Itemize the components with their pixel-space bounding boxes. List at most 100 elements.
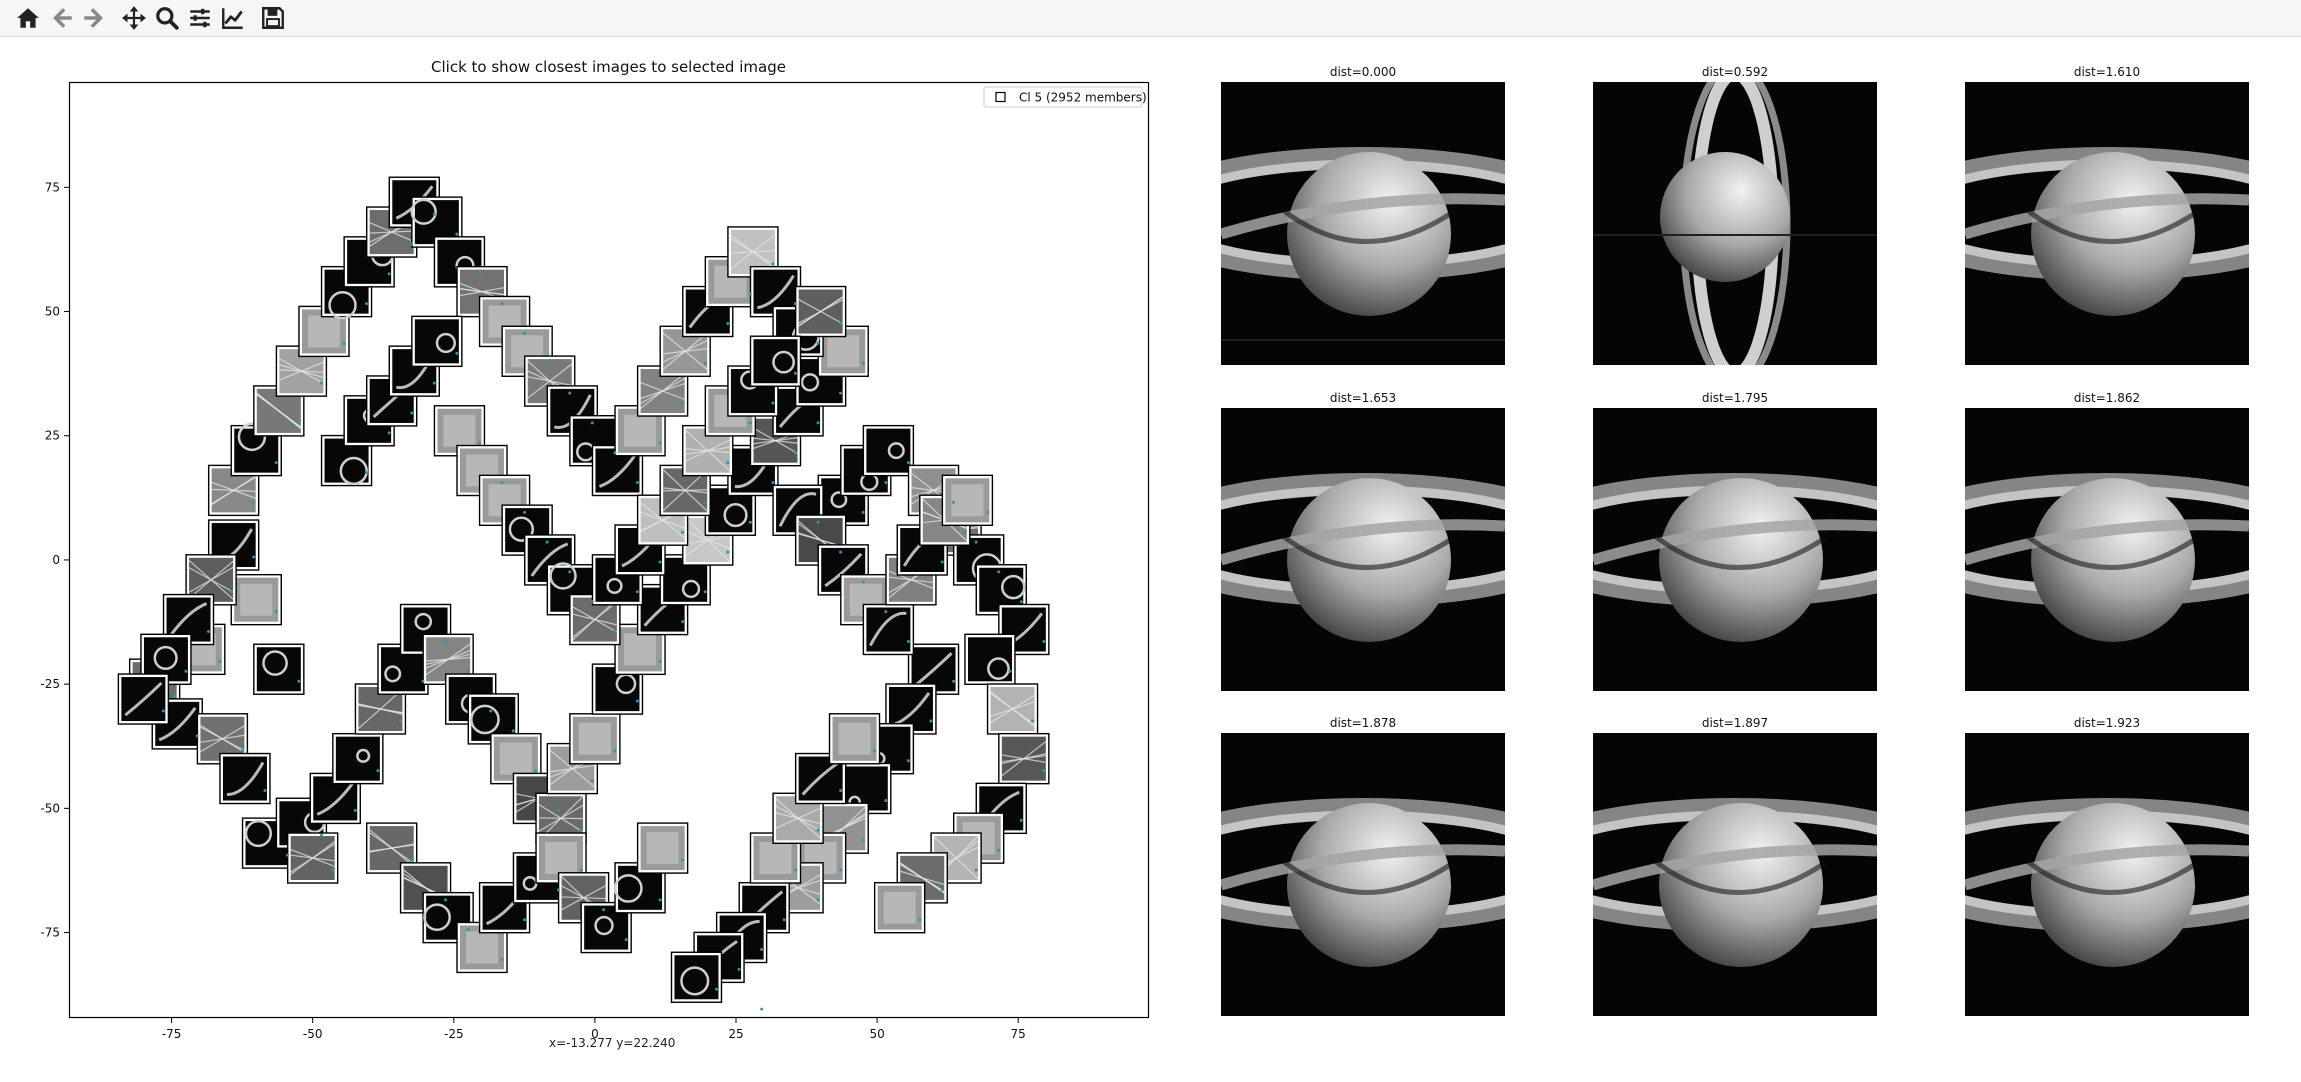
scatter-point bbox=[568, 391, 572, 395]
scatter-point bbox=[658, 560, 662, 564]
scatter-point bbox=[590, 600, 594, 604]
nn-panel-label: dist=1.923 bbox=[2073, 716, 2141, 730]
nn-panel-label: dist=0.000 bbox=[1329, 65, 1397, 79]
thumbnail-tile bbox=[873, 882, 926, 934]
scatter-point bbox=[635, 590, 639, 594]
scatter-point bbox=[873, 749, 877, 753]
scatter-point bbox=[760, 1007, 764, 1011]
scatter-point bbox=[771, 262, 775, 266]
scatter-point bbox=[410, 858, 414, 862]
scatter-point bbox=[760, 948, 764, 952]
thumbnail-tile bbox=[941, 474, 994, 527]
nn-panel-image[interactable] bbox=[1221, 733, 1505, 1016]
scatter-point bbox=[274, 461, 278, 465]
thumbnail-tiles bbox=[117, 176, 1050, 1003]
scatter-point bbox=[556, 808, 560, 812]
scatter-point bbox=[365, 302, 369, 306]
edit-axis-button[interactable] bbox=[217, 2, 249, 34]
nn-panel-image[interactable] bbox=[1593, 733, 1877, 1016]
main-scatter-axes[interactable]: -75 -50 -25 0 25 50 75 75 50 25 0 -25 -50 -75 Cl 5 (… bbox=[0, 37, 1200, 1067]
pan-button[interactable] bbox=[118, 2, 150, 34]
nn-panel-image[interactable] bbox=[1965, 408, 2249, 691]
legend-marker bbox=[995, 91, 1006, 103]
scatter-point bbox=[579, 868, 583, 872]
figure-canvas: Click to show closest images to selected… bbox=[0, 37, 2301, 1082]
scatter-point bbox=[816, 520, 820, 524]
back-button[interactable] bbox=[46, 2, 78, 34]
scatter-point bbox=[624, 938, 628, 942]
thumbnail-tile bbox=[117, 673, 170, 725]
scatter-point bbox=[861, 580, 865, 584]
scatter-point bbox=[365, 471, 369, 475]
scatter-point bbox=[1008, 669, 1012, 673]
scatter-point bbox=[556, 888, 560, 892]
scatter-point bbox=[839, 391, 843, 395]
scatter-point bbox=[952, 679, 956, 683]
scatter-point bbox=[444, 639, 448, 643]
nn-panel-image[interactable] bbox=[1965, 733, 2249, 1016]
nn-panel-label: dist=1.878 bbox=[1329, 716, 1397, 730]
scatter-point bbox=[387, 272, 391, 276]
cursor-coordinates: x=-13.277 y=22.240 bbox=[549, 1036, 676, 1050]
scatter-point bbox=[703, 500, 707, 504]
scatter-point bbox=[681, 620, 685, 624]
scatter-point bbox=[748, 292, 752, 296]
scatter-point bbox=[816, 421, 820, 425]
scatter-point bbox=[906, 639, 910, 643]
thumbnail-tile bbox=[286, 832, 339, 884]
nn-panel-image[interactable] bbox=[1221, 408, 1505, 691]
scatter-point bbox=[613, 749, 617, 753]
scatter-point bbox=[884, 610, 888, 614]
nn-panel-label: dist=0.592 bbox=[1701, 65, 1769, 79]
scatter-point bbox=[929, 719, 933, 723]
legend[interactable]: Cl 5 (2952 members) bbox=[983, 86, 1147, 108]
scatter-point bbox=[613, 451, 617, 455]
scatter-point bbox=[184, 669, 188, 673]
scatter-point bbox=[816, 828, 820, 832]
scatter-point bbox=[658, 659, 662, 663]
legend-label: Cl 5 (2952 members) bbox=[1019, 91, 1147, 105]
scatter-point bbox=[726, 322, 730, 326]
scatter-point bbox=[523, 510, 527, 514]
thumbnail-tile bbox=[636, 822, 689, 874]
subplots-button[interactable] bbox=[184, 2, 216, 34]
scatter-point bbox=[455, 232, 459, 236]
forward-button[interactable] bbox=[78, 2, 110, 34]
scatter-point bbox=[985, 510, 989, 514]
nn-panel-image[interactable] bbox=[1593, 408, 1877, 691]
thumbnail-tile bbox=[964, 633, 1016, 685]
scatter-point bbox=[861, 510, 865, 514]
scatter-point bbox=[703, 590, 707, 594]
scatter-point bbox=[466, 669, 470, 673]
scatter-point bbox=[545, 361, 549, 365]
scatter-point bbox=[839, 550, 843, 554]
scatter-point bbox=[658, 898, 662, 902]
nn-panel-image[interactable] bbox=[1593, 82, 1877, 365]
home-button[interactable] bbox=[12, 2, 44, 34]
scatter-point bbox=[839, 789, 843, 793]
scatter-point bbox=[782, 918, 786, 922]
scatter-point bbox=[590, 779, 594, 783]
scatter-point bbox=[940, 560, 944, 564]
scatter-point bbox=[342, 341, 346, 345]
scatter-point bbox=[906, 461, 910, 465]
x-tick-label: 50 bbox=[869, 1027, 884, 1041]
nn-panel-label: dist=1.610 bbox=[2073, 65, 2141, 79]
scatter-point bbox=[681, 530, 685, 534]
thumbnail-tile bbox=[794, 752, 847, 805]
scatter-point bbox=[793, 371, 797, 375]
toolbar bbox=[0, 0, 2301, 37]
scatter-point bbox=[974, 540, 978, 544]
save-button[interactable] bbox=[257, 2, 289, 34]
zoom-button[interactable] bbox=[151, 2, 183, 34]
y-tick-label: -75 bbox=[40, 926, 60, 940]
thumbnail-tile bbox=[749, 335, 802, 387]
y-axis: 75 50 25 0 -25 -50 -75 bbox=[40, 180, 70, 940]
scatter-point bbox=[263, 789, 267, 793]
nn-panel-image[interactable] bbox=[1221, 82, 1505, 365]
scatter-point bbox=[839, 322, 843, 326]
x-tick-label: -50 bbox=[303, 1027, 323, 1041]
scatter-point bbox=[500, 481, 504, 485]
nn-panel-image[interactable] bbox=[1965, 82, 2249, 365]
scatter-point bbox=[861, 361, 865, 365]
